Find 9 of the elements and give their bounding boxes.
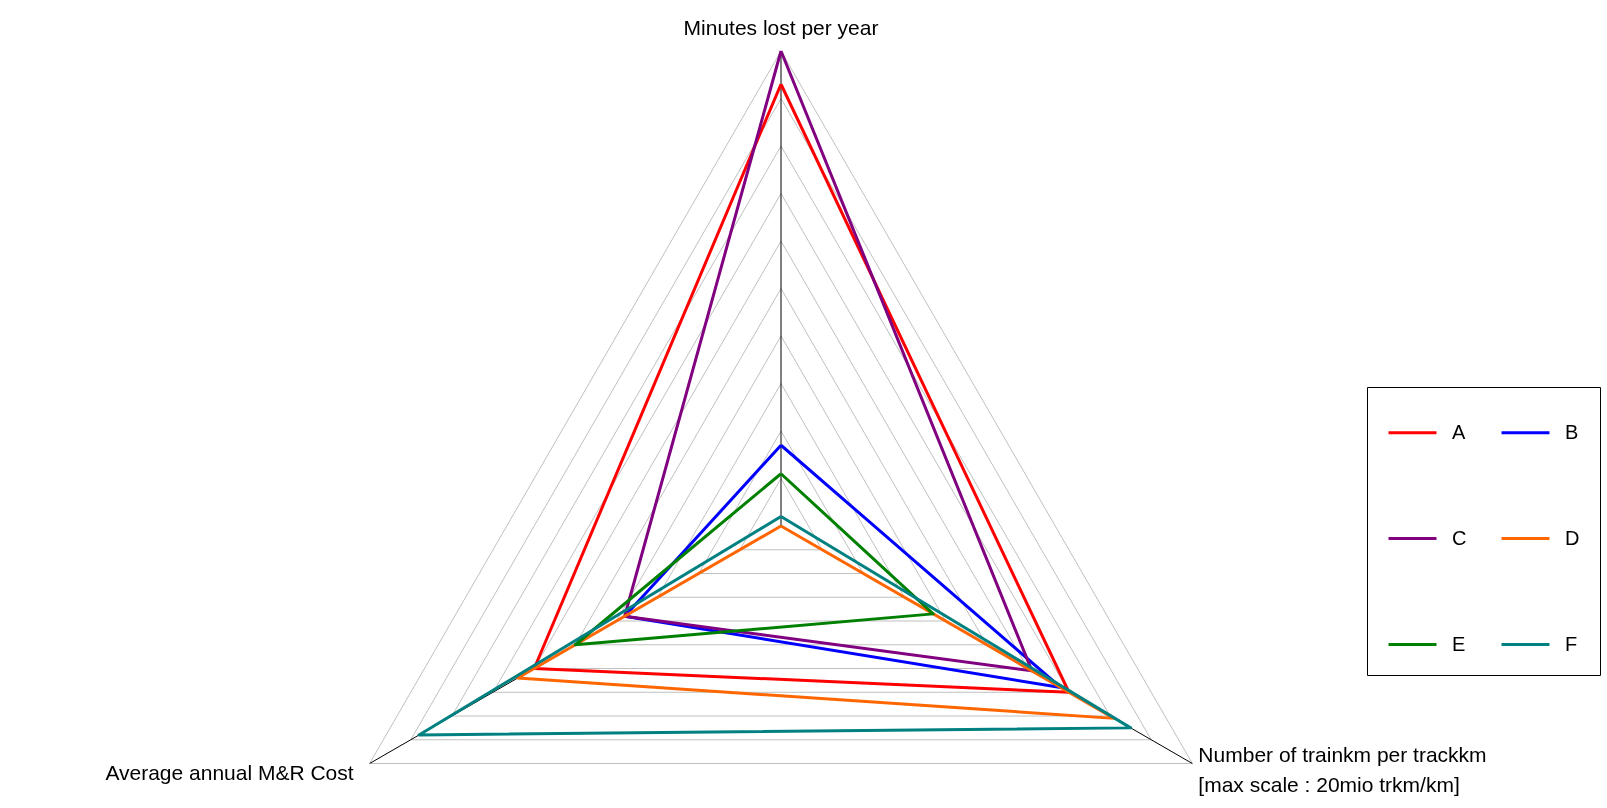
spoke-label: Minutes lost per year bbox=[683, 16, 879, 39]
legend-label: C bbox=[1452, 526, 1467, 549]
spoke-label: Average annual M&R Cost bbox=[105, 760, 354, 784]
legend-label: A bbox=[1452, 420, 1466, 443]
legend-label: D bbox=[1565, 526, 1580, 549]
legend-label: E bbox=[1452, 632, 1466, 655]
legend-label: B bbox=[1565, 420, 1579, 443]
spoke-label: Number of trainkm per trackkm [max scale : 20mio trkm/km] bbox=[1198, 742, 1487, 796]
legend-label: F bbox=[1565, 632, 1578, 655]
